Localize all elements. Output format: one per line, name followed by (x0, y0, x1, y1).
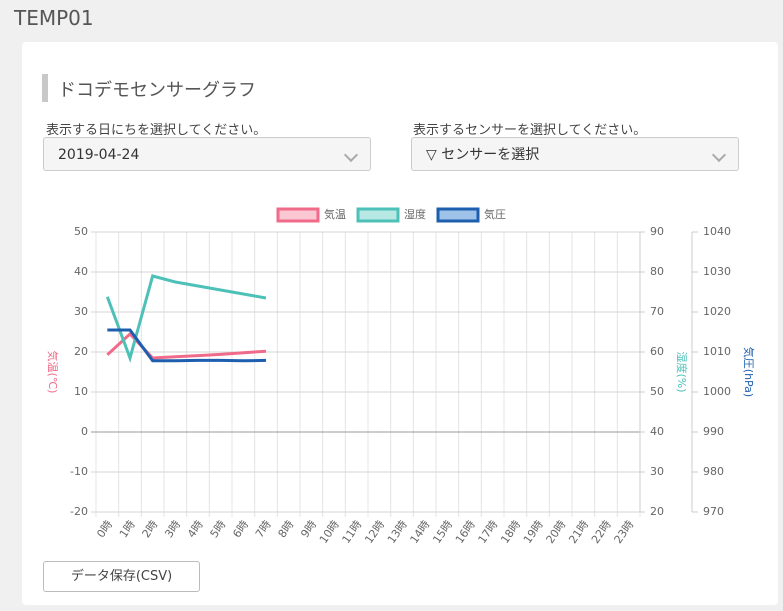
y3-tick-label: 1020 (703, 305, 731, 318)
y-tick-label: 10 (74, 385, 88, 398)
y-tick-label: 40 (74, 265, 88, 278)
x-tick-label: 15時 (430, 518, 455, 546)
y3-tick-label: 1010 (703, 345, 731, 358)
legend-label[interactable]: 湿度 (404, 208, 426, 221)
x-tick-label: 7時 (253, 518, 274, 540)
y3-tick-label: 970 (703, 505, 724, 518)
y-tick-label: -20 (70, 505, 88, 518)
y-tick-label: 20 (74, 345, 88, 358)
x-tick-label: 23時 (612, 518, 637, 546)
y-tick-label: 50 (74, 225, 88, 238)
x-tick-label: 16時 (453, 518, 478, 546)
x-tick-label: 10時 (317, 518, 342, 546)
x-tick-label: 8時 (276, 518, 297, 540)
y-tick-label: 0 (81, 425, 88, 438)
x-tick-label: 14時 (408, 518, 433, 546)
series-line (106, 331, 267, 360)
y2-tick-label: 80 (650, 265, 664, 278)
x-tick-label: 22時 (589, 518, 614, 546)
y3-tick-label: 1030 (703, 265, 731, 278)
page-title: TEMP01 (14, 6, 94, 30)
sensor-select[interactable]: ▽ センサーを選択 (411, 137, 739, 171)
x-tick-label: 1時 (117, 518, 138, 540)
sensor-label: 表示するセンサーを選択してください。 (413, 123, 647, 138)
x-tick-label: 4時 (185, 518, 206, 540)
y3-tick-label: 990 (703, 425, 724, 438)
series-line (107, 328, 267, 363)
y2-tick-label: 40 (650, 425, 664, 438)
y3-tick-label: 980 (703, 465, 724, 478)
date-label: 表示する日にちを選択してください。 (46, 123, 267, 138)
x-tick-label: 9時 (298, 518, 319, 540)
x-tick-label: 6時 (230, 518, 251, 540)
card (22, 42, 778, 605)
x-tick-label: 3時 (162, 518, 183, 540)
x-tick-label: 2時 (140, 518, 161, 540)
x-tick-label: 20時 (544, 518, 569, 546)
legend-label[interactable]: 気圧 (484, 207, 506, 221)
y2-tick-label: 60 (650, 345, 664, 358)
date-select[interactable]: 2019-04-24 (43, 137, 371, 171)
y2-tick-label: 50 (650, 385, 664, 398)
legend-swatch[interactable] (436, 207, 480, 223)
y3-tick-label: 1040 (703, 225, 731, 238)
series-line (105, 274, 267, 363)
y-tick-label: 30 (74, 305, 88, 318)
sensor-value: ▽ センサーを選択 (426, 147, 540, 163)
x-tick-label: 17時 (476, 518, 501, 546)
x-tick-label: 13時 (385, 518, 410, 546)
x-tick-label: 19時 (521, 518, 546, 546)
y3-axis-label: 気圧(hPa) (742, 347, 756, 397)
legend-label[interactable]: 気温 (324, 207, 346, 221)
x-tick-label: 12時 (362, 518, 387, 546)
y2-tick-label: 30 (650, 465, 664, 478)
x-tick-label: 18時 (498, 518, 523, 546)
y-axis-label: 気温(℃) (46, 351, 60, 394)
section-heading: ドコデモセンサーグラフ (58, 80, 256, 101)
y-tick-label: -10 (70, 465, 88, 478)
x-tick-label: 11時 (340, 518, 365, 546)
y2-tick-label: 70 (650, 305, 664, 318)
legend-swatch[interactable] (356, 207, 400, 223)
x-tick-label: 0時 (94, 518, 115, 540)
date-value: 2019-04-24 (58, 147, 140, 163)
legend-swatch[interactable] (276, 207, 320, 223)
y2-tick-label: 20 (650, 505, 664, 518)
heading-bar (42, 74, 48, 102)
csv-button[interactable]: データ保存(CSV) (43, 561, 200, 592)
x-tick-label: 5時 (208, 518, 229, 540)
y2-axis-label: 湿度(%) (675, 351, 688, 392)
y3-tick-label: 1000 (703, 385, 731, 398)
y2-tick-label: 90 (650, 225, 664, 238)
chart: -20-100102030405020304050607080909709809… (46, 207, 756, 546)
x-tick-label: 21時 (566, 518, 591, 546)
